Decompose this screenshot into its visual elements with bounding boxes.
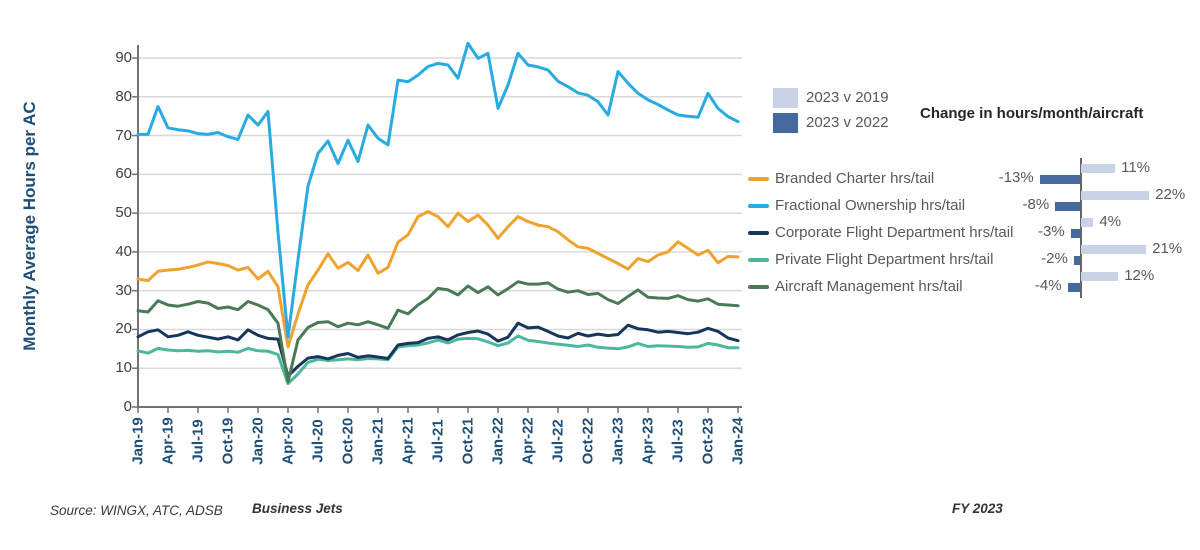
bar-label-negative: -8%: [1022, 196, 1050, 213]
series-legend-label: Corporate Flight Department hrs/tail: [775, 224, 1014, 241]
x-tick-label: Apr-19: [159, 417, 177, 465]
y-tick-label: 90: [115, 49, 132, 66]
bar-2023v2019: [1081, 245, 1147, 254]
bar-2023v2022: [1039, 175, 1080, 184]
x-tick-label: Apr-22: [519, 417, 537, 465]
segment-label: Business Jets: [252, 501, 343, 516]
legend-label-2023v2022: 2023 v 2022: [806, 114, 889, 131]
y-tick-label: 80: [115, 87, 132, 105]
series-legend-label: Private Flight Department hrs/tail: [775, 251, 994, 268]
x-tick-label: Oct-22: [579, 417, 597, 465]
y-tick-label: 0: [123, 398, 132, 415]
series-legend-label: Fractional Ownership hrs/tail: [775, 197, 966, 214]
series-legend-label: Aircraft Management hrs/tail: [775, 278, 963, 295]
x-tick-label: Jul-19: [189, 419, 207, 463]
y-tick-label: 30: [115, 281, 132, 299]
series-legend-dash-icon: [748, 204, 769, 208]
x-tick-label: Jan-20: [249, 417, 267, 465]
series-legend-dash-icon: [748, 258, 769, 262]
x-tick-label: Jan-22: [489, 417, 507, 465]
x-tick-label: Jul-23: [669, 419, 687, 463]
x-tick-label: Oct-19: [219, 417, 237, 465]
x-tick-label: Jul-21: [429, 419, 447, 463]
bar-label-negative: -4%: [1034, 277, 1062, 294]
x-tick-label: Apr-20: [279, 417, 297, 465]
y-tick-label: 50: [115, 204, 132, 222]
y-tick-label: 10: [115, 359, 132, 377]
bar-2023v2019: [1081, 191, 1150, 200]
legend-swatch-2023v2022: [773, 113, 798, 133]
source-note: Source: WINGX, ATC, ADSB: [50, 503, 223, 518]
legend-swatch-2023v2019: [773, 88, 798, 108]
bar-label-negative: -13%: [998, 169, 1034, 186]
y-tick-label: 70: [115, 126, 132, 144]
bar-2023v2019: [1081, 272, 1119, 281]
series-line-private-flight-department-hrs-tail: [136, 334, 740, 386]
x-tick-label: Apr-23: [639, 417, 657, 465]
legend-label-2023v2019: 2023 v 2019: [806, 89, 889, 106]
bar-label-positive: 22%: [1155, 186, 1186, 203]
x-tick-label: Oct-23: [699, 417, 717, 465]
bar-label-negative: -2%: [1041, 250, 1068, 267]
x-tick-label: Oct-20: [339, 417, 357, 465]
y-tick-label: 40: [115, 242, 132, 260]
bar-2023v2022: [1070, 229, 1080, 238]
bar-2023v2019: [1081, 218, 1094, 227]
series-legend-label: Branded Charter hrs/tail: [775, 170, 935, 187]
x-tick-label: Jan-24: [729, 417, 747, 465]
series-legend-dash-icon: [748, 231, 769, 235]
bar-label-positive: 11%: [1121, 159, 1151, 176]
y-axis-title: Monthly Average Hours per AC: [20, 101, 39, 351]
x-tick-label: Jan-21: [369, 417, 387, 465]
series-line-branded-charter-hrs-tail: [136, 210, 740, 349]
bar-label-positive: 4%: [1099, 213, 1122, 230]
period-label: FY 2023: [952, 501, 1003, 516]
bar-label-positive: 21%: [1152, 240, 1183, 257]
x-tick-label: Jul-22: [549, 419, 567, 463]
bar-2023v2022: [1067, 283, 1080, 292]
bar-2023v2022: [1073, 256, 1080, 265]
series-legend-dash-icon: [748, 285, 769, 289]
bar-chart-axis-line: [1080, 158, 1082, 298]
y-tick-label: 20: [115, 320, 132, 338]
bar-label-positive: 12%: [1124, 267, 1155, 284]
x-tick-label: Apr-21: [399, 417, 417, 465]
bar-label-negative: -3%: [1038, 223, 1065, 240]
bar-2023v2022: [1055, 202, 1080, 211]
x-tick-label: Jan-19: [129, 417, 147, 465]
x-tick-label: Jul-20: [309, 419, 327, 463]
x-tick-label: Oct-21: [459, 417, 477, 465]
x-tick-label: Jan-23: [609, 417, 627, 465]
series-line-fractional-ownership-hrs-tail: [136, 41, 740, 339]
series-legend-dash-icon: [748, 177, 769, 181]
bar-panel-title: Change in hours/month/aircraft: [920, 105, 1144, 122]
y-tick-label: 60: [115, 165, 132, 183]
bar-2023v2019: [1081, 164, 1116, 173]
series-line-corporate-flight-department-hrs-tail: [136, 321, 740, 378]
series-line-aircraft-management-hrs-tail: [136, 280, 740, 384]
